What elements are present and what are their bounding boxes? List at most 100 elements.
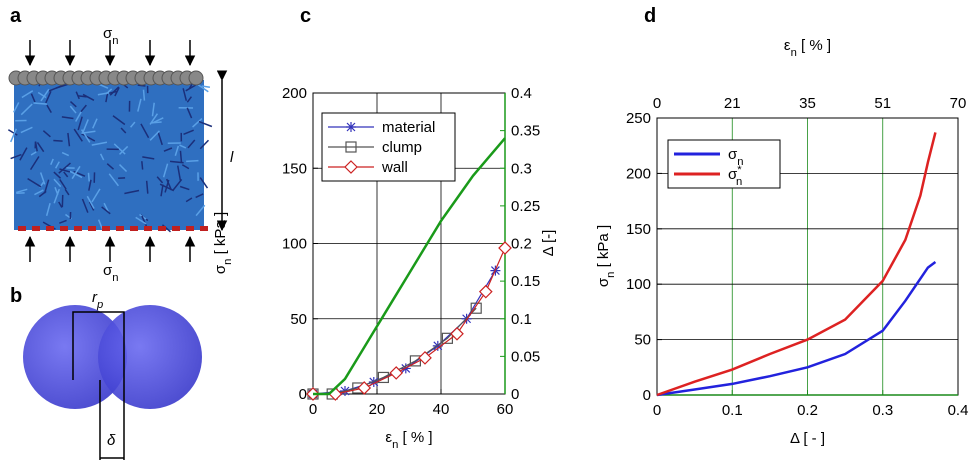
- legend-label-part: σ: [728, 146, 738, 163]
- legend-label-part: material: [382, 119, 435, 136]
- fiber: [179, 144, 187, 149]
- fiber: [97, 219, 104, 230]
- x-axis-label-part: ε: [385, 429, 392, 446]
- fiber: [114, 87, 120, 97]
- y2-tick-label: 0.1: [511, 311, 532, 328]
- x2-axis-label-part: n: [791, 47, 797, 59]
- wall-particle: [102, 226, 110, 231]
- stress-label-part: σ: [103, 25, 113, 42]
- fiber: [71, 165, 81, 180]
- overlap-label: δ: [107, 432, 116, 449]
- fiber: [75, 111, 82, 122]
- fiber: [118, 163, 128, 173]
- fiber: [82, 93, 95, 101]
- fiber: [185, 84, 196, 92]
- fiber: [10, 153, 22, 160]
- y-tick-label: 100: [282, 236, 307, 253]
- fiber: [78, 95, 87, 98]
- wall-particle: [88, 226, 96, 231]
- fiber: [10, 128, 18, 143]
- fiber: [118, 145, 129, 155]
- fiber: [67, 132, 71, 147]
- legend-label-part: wall: [381, 159, 408, 176]
- sphere: [23, 305, 127, 409]
- fiber: [186, 107, 193, 119]
- y2-tick-label: 0: [511, 386, 519, 403]
- fiber: [69, 170, 83, 179]
- fiber: [59, 179, 67, 190]
- radius-label-part: r: [92, 289, 98, 306]
- y-tick-label: 250: [626, 110, 651, 127]
- y-axis-label-part: n: [605, 272, 617, 278]
- panel-b: b rp δ: [10, 285, 202, 460]
- y2-tick-label: 0.15: [511, 273, 540, 290]
- legend-label: clump: [382, 139, 422, 156]
- wall-particle: [186, 226, 194, 231]
- wall-particle: [60, 226, 68, 231]
- y2-tick-label: 0.4: [511, 85, 532, 102]
- fiber: [195, 204, 206, 217]
- marker: [470, 302, 482, 314]
- fiber: [87, 172, 90, 182]
- marker: [450, 326, 464, 341]
- loading-particle: [188, 70, 204, 86]
- fiber: [13, 102, 20, 113]
- fiber: [108, 90, 117, 94]
- fiber: [140, 123, 150, 139]
- fiber: [181, 164, 190, 170]
- fiber: [30, 93, 36, 103]
- fiber: [145, 180, 149, 194]
- brackets: [72, 311, 125, 460]
- fiber: [163, 147, 173, 152]
- fiber: [59, 168, 71, 173]
- x2-axis-label: εn [ % ]: [784, 37, 831, 59]
- fiber: [105, 88, 113, 95]
- fiber: [45, 91, 52, 104]
- fiber: [179, 185, 190, 191]
- fiber: [195, 193, 204, 199]
- radius-label: rp: [92, 289, 103, 311]
- y-tick-label: 50: [634, 332, 651, 349]
- marker: [346, 122, 356, 132]
- fiber: [157, 131, 163, 146]
- fiber: [108, 173, 119, 187]
- series-line: [656, 132, 937, 397]
- fiber: [50, 158, 54, 165]
- marker: [345, 141, 357, 153]
- wall-particle: [74, 226, 82, 231]
- fiber: [46, 104, 52, 114]
- fiber: [137, 84, 146, 87]
- sphere: [98, 305, 202, 409]
- y-tick-label: 0: [643, 387, 651, 404]
- fiber: [112, 115, 126, 126]
- fiber: [30, 151, 37, 156]
- marker: [344, 160, 358, 174]
- fiber: [160, 184, 164, 197]
- x-tick-label: 0.2: [797, 402, 818, 419]
- x2-tick-label: 70: [950, 95, 967, 112]
- wall-particle: [172, 226, 180, 231]
- stress-label: σn: [103, 25, 119, 47]
- y2-tick-label: 0.05: [511, 348, 540, 365]
- legend-label-part: clump: [382, 139, 422, 156]
- legend-label-part: σ: [728, 166, 738, 183]
- y-axis-label-part: σ: [212, 264, 229, 274]
- wall-particle: [46, 226, 54, 231]
- y-tick-label: 50: [290, 311, 307, 328]
- fiber: [81, 133, 96, 142]
- x-tick-label: 0: [309, 401, 317, 418]
- x-axis-label-part: Δ [ - ]: [790, 430, 825, 447]
- length-label: l: [230, 149, 234, 166]
- fiber: [39, 172, 46, 185]
- fiber: [34, 189, 44, 196]
- y-tick-label: 100: [626, 276, 651, 293]
- legend-label: wall: [381, 159, 408, 176]
- fiber: [161, 224, 171, 233]
- y-tick-label: 150: [626, 221, 651, 238]
- texture: [7, 74, 213, 233]
- fiber: [174, 145, 180, 156]
- wall-particle: [158, 226, 166, 231]
- x2-tick-label: 0: [653, 95, 661, 112]
- y-tick-label: 0: [299, 386, 307, 403]
